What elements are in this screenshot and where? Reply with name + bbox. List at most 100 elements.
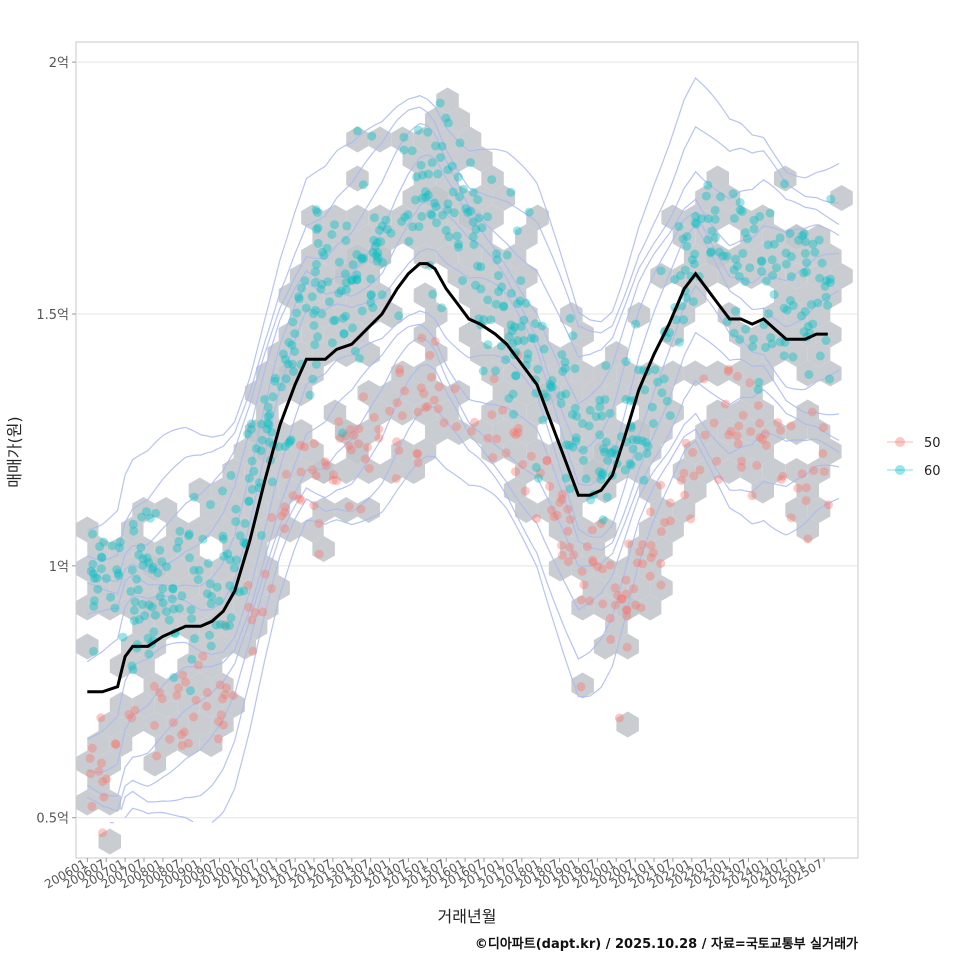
point-50-158	[149, 681, 159, 691]
contour-line-8	[87, 154, 840, 595]
point-50-11	[299, 442, 309, 452]
point-60-152	[219, 551, 229, 561]
point-60-258	[476, 284, 486, 294]
point-60-160	[513, 336, 523, 346]
point-60-221	[169, 604, 179, 614]
point-50-171	[191, 695, 201, 705]
point-50-176	[646, 507, 655, 517]
point-60-219	[421, 192, 431, 202]
point-50-157	[679, 468, 689, 478]
point-50-6	[385, 406, 395, 416]
hexbin-cell-300	[436, 126, 459, 153]
hexbin-cell-304	[166, 594, 189, 621]
point-60-98	[476, 262, 486, 272]
point-50-28	[552, 510, 562, 520]
point-60-13	[458, 276, 468, 286]
contour-line-0	[124, 439, 840, 823]
hexbin-cell-346	[413, 282, 437, 309]
point-50-150	[646, 553, 656, 563]
point-60-265	[601, 437, 611, 447]
hexbin-cell-274	[413, 126, 437, 153]
point-60-401	[164, 615, 174, 625]
point-60-151	[605, 408, 615, 418]
point-50-219	[309, 501, 319, 510]
point-60-118	[801, 237, 810, 247]
point-60-360	[310, 305, 320, 315]
point-50-226	[344, 441, 354, 451]
point-50-93	[183, 738, 193, 748]
hexbin-cell-359	[357, 263, 380, 289]
point-60-18	[734, 271, 744, 281]
hexbin-cell-3	[661, 516, 684, 543]
point-60-585	[186, 686, 195, 696]
hexbin-cell-324	[109, 653, 133, 679]
point-50-71	[395, 368, 405, 378]
point-60-266	[375, 225, 384, 235]
hexbin-cell-89	[402, 458, 425, 484]
hexbin-cell-316	[76, 594, 99, 621]
point-60-595	[697, 214, 706, 224]
point-50-2	[451, 422, 461, 432]
hexbin-cell-43	[425, 419, 448, 445]
point-60-548	[825, 278, 835, 287]
point-60-612	[115, 537, 125, 547]
hexbin-cell-88	[706, 360, 729, 387]
hexbin-cell-281	[244, 380, 268, 406]
point-60-65	[729, 328, 739, 338]
point-50-47	[346, 445, 356, 455]
point-50-94	[294, 494, 304, 504]
hexbin-cell-97	[121, 711, 144, 738]
point-60-195	[595, 395, 605, 405]
point-60-398	[706, 248, 716, 258]
point-60-353	[140, 611, 150, 621]
point-50-20	[374, 424, 384, 434]
point-60-113	[284, 438, 293, 448]
hexbin-cell-130	[819, 438, 842, 465]
point-50-64	[320, 457, 330, 467]
hexbin-cell-157	[560, 419, 583, 445]
point-60-478	[336, 286, 346, 296]
point-50-230	[172, 691, 182, 700]
point-50-250	[328, 475, 338, 485]
point-60-19	[107, 541, 117, 551]
point-50-112	[737, 456, 747, 466]
point-50-46	[439, 418, 449, 428]
hexbin-cell-386	[188, 477, 212, 504]
hexbin-cell-407	[740, 380, 763, 406]
point-60-208	[681, 293, 691, 303]
point-60-247	[172, 543, 182, 553]
hexbin-cell-44	[166, 711, 189, 738]
hexbin-cell-13	[312, 458, 335, 484]
point-60-442	[416, 160, 426, 170]
hexbin-cell-380	[76, 633, 99, 660]
point-60-211	[796, 311, 806, 321]
hexbin-cell-336	[695, 224, 718, 250]
point-60-519	[468, 187, 478, 197]
point-60-544	[223, 549, 233, 559]
point-60-138	[820, 281, 830, 291]
point-60-77	[399, 132, 409, 142]
point-60-9	[432, 218, 441, 228]
point-50-32	[288, 491, 298, 501]
point-60-405	[216, 619, 225, 629]
point-60-396	[443, 205, 453, 215]
point-60-456	[88, 646, 98, 656]
point-60-182	[735, 334, 745, 344]
point-60-203	[151, 508, 161, 518]
point-60-509	[642, 449, 652, 458]
point-50-216	[621, 589, 631, 599]
hexbin-cell-67	[740, 458, 763, 484]
point-50-137	[96, 758, 106, 768]
hexbin-cell-293	[199, 614, 223, 640]
point-50-232	[760, 429, 770, 439]
point-50-36	[709, 418, 719, 428]
point-50-194	[281, 469, 291, 479]
point-60-179	[257, 435, 267, 445]
point-60-168	[286, 435, 296, 445]
point-60-429	[801, 267, 811, 277]
point-60-120	[189, 565, 199, 575]
legend-key-dot-60	[895, 465, 905, 475]
point-50-246	[752, 460, 762, 470]
contour-line-9	[86, 122, 840, 583]
point-60-479	[412, 172, 421, 182]
